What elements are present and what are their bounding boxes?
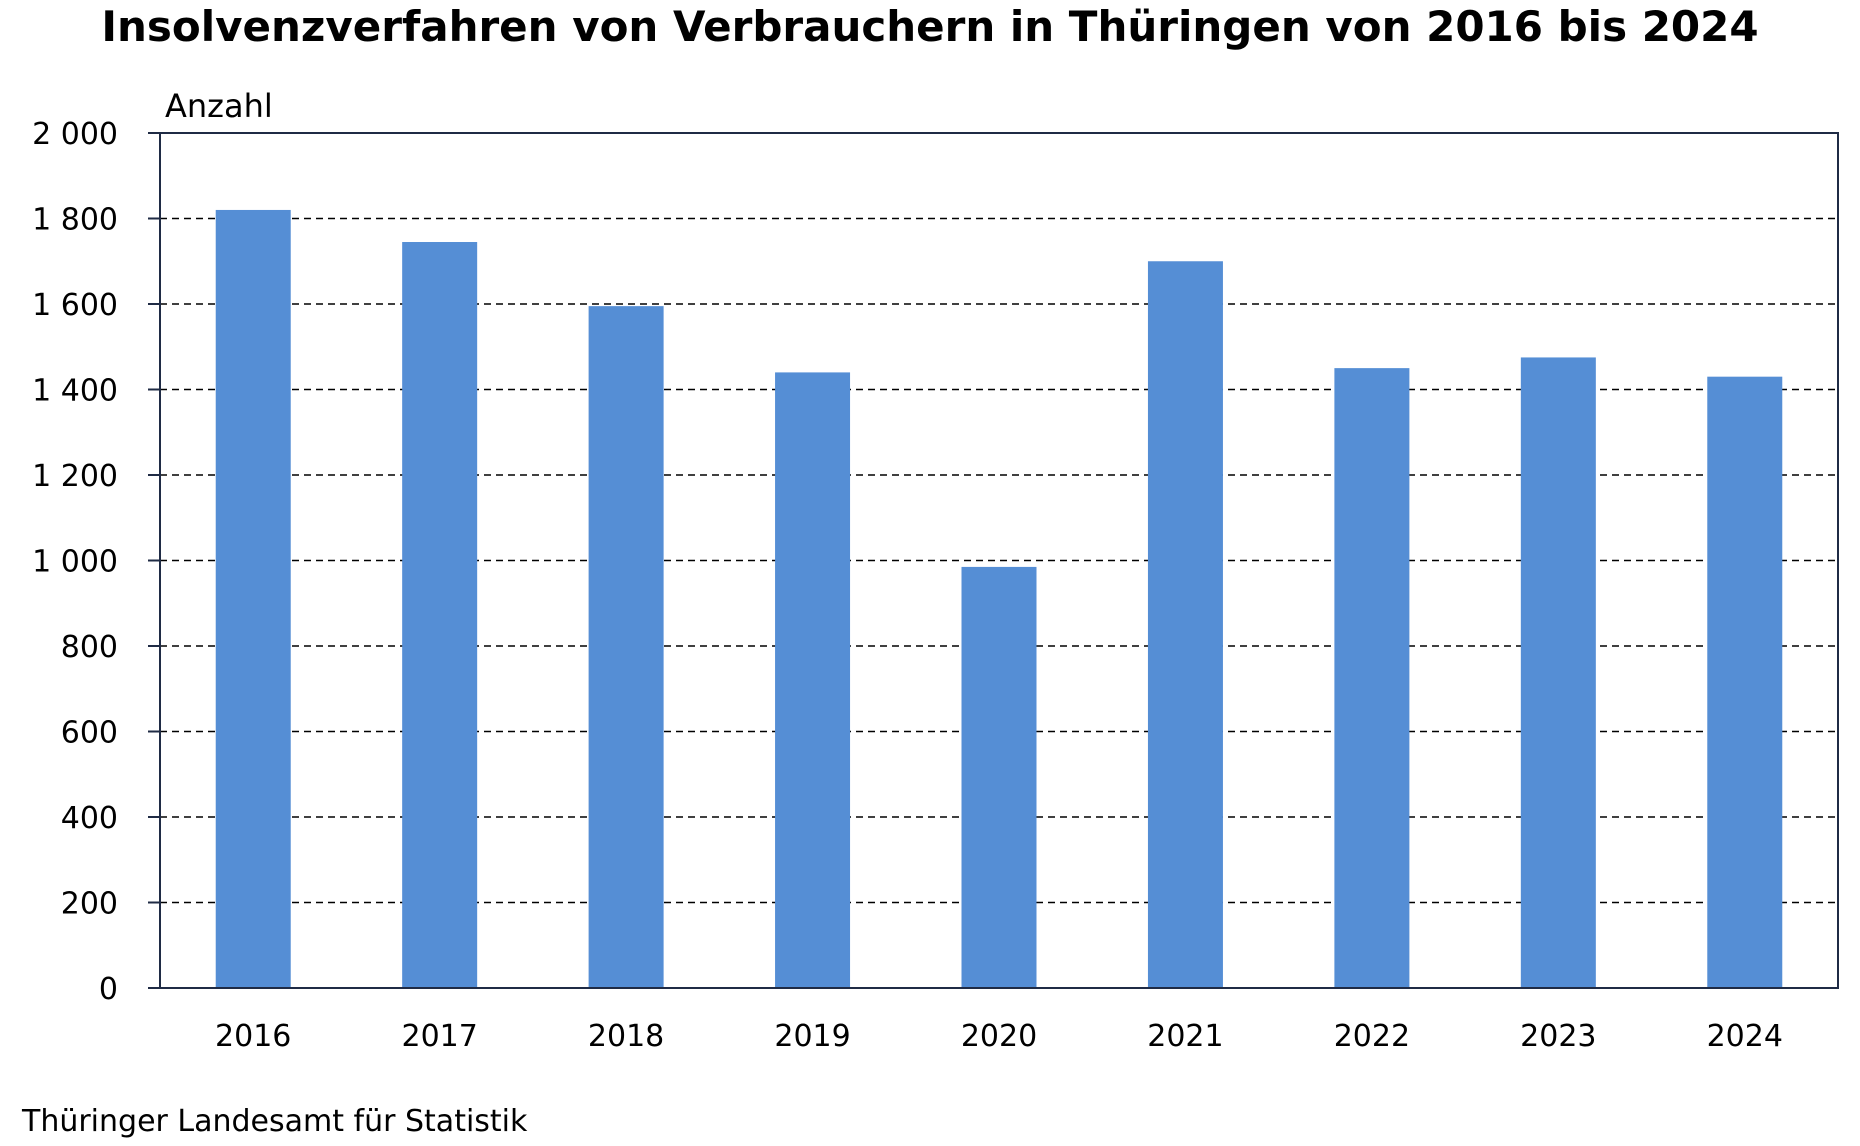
y-tick-label: 2 000 <box>32 117 118 152</box>
x-tick-label: 2016 <box>215 1019 291 1054</box>
bar-2018 <box>588 306 664 988</box>
x-tick-label: 2021 <box>1147 1019 1223 1054</box>
bar-2023 <box>1520 357 1596 988</box>
y-tick-label: 400 <box>61 801 118 836</box>
x-tick-label: 2020 <box>961 1019 1037 1054</box>
bar-2016 <box>215 209 291 988</box>
y-tick-label: 1 200 <box>32 459 118 494</box>
y-tick-label: 600 <box>61 716 118 751</box>
y-tick-label: 1 600 <box>32 288 118 323</box>
bar-2024 <box>1707 376 1783 988</box>
bar-2019 <box>775 372 851 988</box>
tick-labels: 0 200 400 600 800 1 000 1 200 1 400 1 600 1 800 2 … <box>32 117 1783 1054</box>
y-axis-label: Anzahl <box>165 87 273 125</box>
axes <box>148 132 1839 989</box>
y-tick-label: 800 <box>61 630 118 665</box>
bars <box>215 209 1783 988</box>
chart-title: Insolvenzverfahren von Verbrauchern in T… <box>101 2 1759 51</box>
bar-2021 <box>1147 261 1223 988</box>
bar-2020 <box>961 566 1037 988</box>
bar-2017 <box>402 242 478 988</box>
y-tick-label: 1 000 <box>32 545 118 580</box>
x-tick-label: 2018 <box>588 1019 664 1054</box>
x-tick-label: 2022 <box>1334 1019 1410 1054</box>
y-tick-label: 200 <box>61 887 118 922</box>
y-tick-label: 1 800 <box>32 203 118 238</box>
x-tick-label: 2017 <box>401 1019 477 1054</box>
x-tick-label: 2024 <box>1707 1019 1783 1054</box>
source-note: Thüringer Landesamt für Statistik <box>22 1104 528 1139</box>
x-tick-label: 2023 <box>1520 1019 1596 1054</box>
y-tick-label: 1 400 <box>32 374 118 409</box>
y-tick-label: 0 <box>99 972 118 1007</box>
x-tick-label: 2019 <box>774 1019 850 1054</box>
bar-2022 <box>1334 368 1410 988</box>
